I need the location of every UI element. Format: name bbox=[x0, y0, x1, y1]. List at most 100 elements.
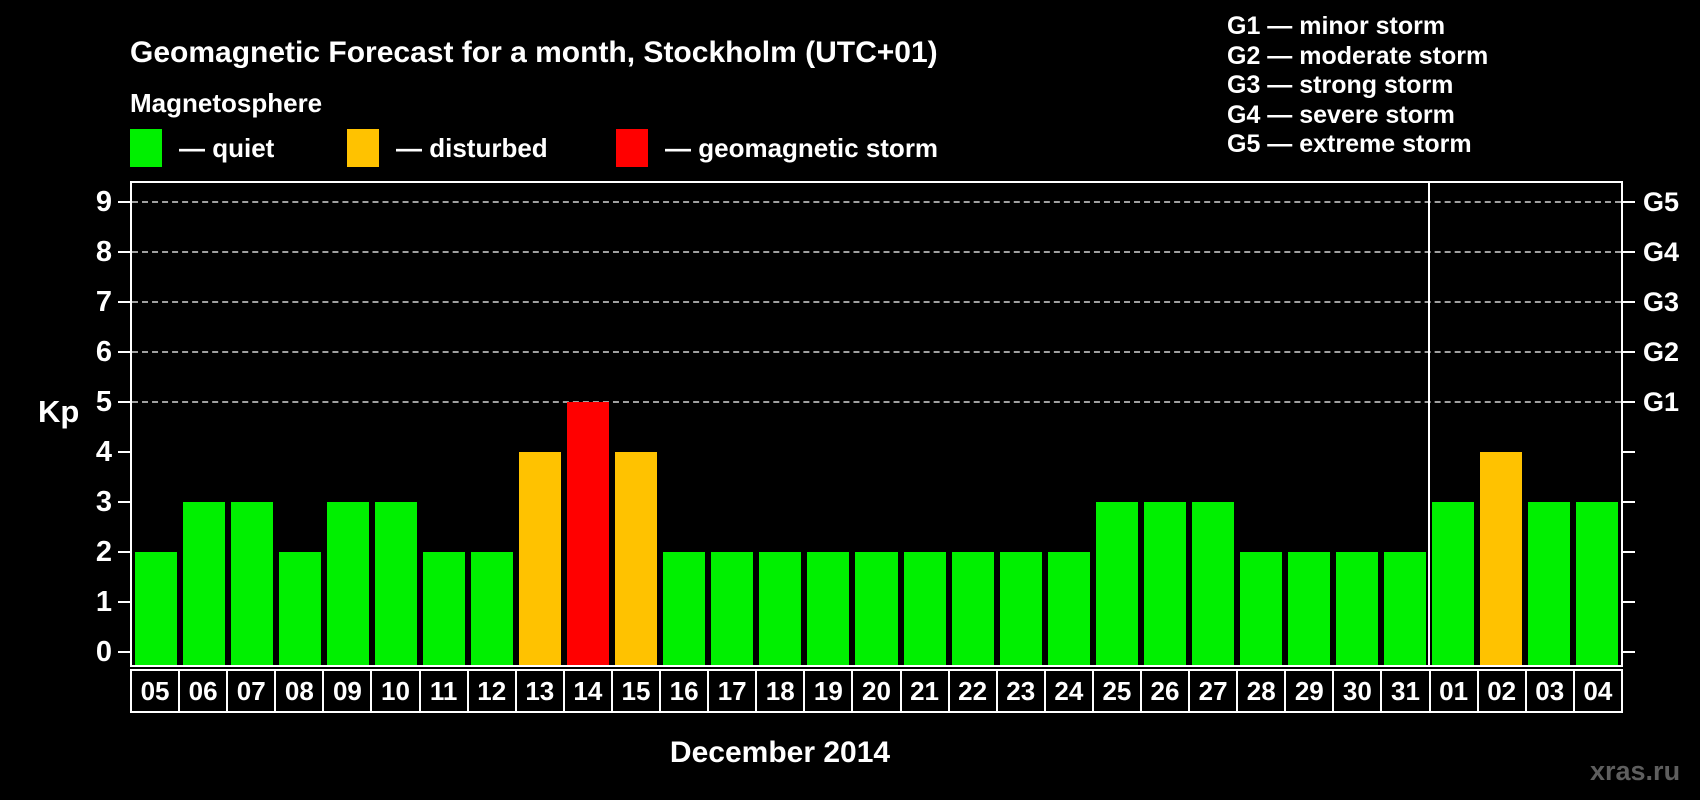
bar-day-30 bbox=[1335, 552, 1378, 665]
left-tick-kp3 bbox=[118, 501, 130, 503]
date-label-12: 12 bbox=[466, 669, 517, 713]
bar-day-29 bbox=[1287, 552, 1330, 665]
bar-day-19 bbox=[807, 552, 850, 665]
y-tick-label-7: 7 bbox=[95, 286, 112, 318]
left-tick-kp6 bbox=[118, 351, 130, 353]
left-tick-kp0 bbox=[118, 651, 130, 653]
left-tick-kp8 bbox=[118, 251, 130, 253]
gridline-kp6 bbox=[132, 351, 1621, 353]
bar-day-13 bbox=[519, 452, 562, 665]
right-tick-kp7 bbox=[1623, 301, 1635, 303]
date-label-08: 08 bbox=[274, 669, 325, 713]
left-tick-kp4 bbox=[118, 451, 130, 453]
date-label-16: 16 bbox=[659, 669, 710, 713]
right-tick-kp2 bbox=[1623, 551, 1635, 553]
bar-day-11 bbox=[423, 552, 466, 665]
date-label-27: 27 bbox=[1188, 669, 1239, 713]
chart-title: Geomagnetic Forecast for a month, Stockh… bbox=[130, 36, 938, 69]
bar-day-31 bbox=[1383, 552, 1426, 665]
date-label-14: 14 bbox=[562, 669, 613, 713]
gridline-kp7 bbox=[132, 301, 1621, 303]
date-label-17: 17 bbox=[707, 669, 758, 713]
y-tick-label-0: 0 bbox=[95, 636, 112, 668]
right-tick-kp0 bbox=[1623, 651, 1635, 653]
y-tick-label-4: 4 bbox=[95, 436, 112, 468]
date-label-06: 06 bbox=[178, 669, 229, 713]
disturbed-color-swatch bbox=[347, 129, 379, 167]
y-tick-label-2: 2 bbox=[95, 536, 112, 568]
bar-day-06 bbox=[183, 502, 226, 665]
chart-subtitle: Magnetosphere bbox=[130, 88, 323, 118]
bar-day-05 bbox=[135, 552, 178, 665]
bar-day-15 bbox=[615, 452, 658, 665]
x-axis-title: December 2014 bbox=[669, 736, 891, 769]
right-axis-label-g2: G2 bbox=[1643, 337, 1680, 367]
bar-day-08 bbox=[279, 552, 322, 665]
date-label-05: 05 bbox=[130, 669, 181, 713]
date-label-13: 13 bbox=[514, 669, 565, 713]
left-tick-kp2 bbox=[118, 551, 130, 553]
date-label-15: 15 bbox=[610, 669, 662, 713]
date-label-20: 20 bbox=[851, 669, 902, 713]
bar-day-25 bbox=[1095, 502, 1138, 665]
gridline-kp5 bbox=[132, 401, 1621, 403]
bar-day-23 bbox=[999, 552, 1042, 665]
date-label-28: 28 bbox=[1236, 669, 1287, 713]
bar-day-22 bbox=[951, 552, 994, 665]
gridline-kp9 bbox=[132, 201, 1621, 203]
bar-day-20 bbox=[855, 552, 898, 665]
y-tick-label-9: 9 bbox=[95, 186, 112, 218]
legend-item-quiet: — quiet bbox=[130, 129, 274, 167]
watermark: xras.ru bbox=[1590, 756, 1681, 786]
left-tick-kp5 bbox=[118, 401, 130, 403]
bar-day-24 bbox=[1047, 552, 1090, 665]
y-tick-label-8: 8 bbox=[95, 236, 112, 268]
y-tick-label-3: 3 bbox=[95, 486, 112, 518]
left-tick-kp9 bbox=[118, 201, 130, 203]
g-legend-line-g3: G3 — strong storm bbox=[1227, 71, 1454, 99]
date-label-31: 31 bbox=[1380, 669, 1431, 713]
bar-day-07 bbox=[231, 502, 274, 665]
date-label-18: 18 bbox=[755, 669, 806, 713]
right-axis-label-g1: G1 bbox=[1643, 387, 1680, 417]
bar-day-02 bbox=[1479, 452, 1522, 665]
right-axis-label-g5: G5 bbox=[1643, 187, 1680, 217]
date-label-26: 26 bbox=[1139, 669, 1191, 713]
legend-label-disturbed: — disturbed bbox=[396, 132, 548, 163]
y-tick-label-5: 5 bbox=[95, 386, 112, 418]
right-tick-kp1 bbox=[1623, 601, 1635, 603]
g-legend-line-g5: G5 — extreme storm bbox=[1227, 130, 1472, 158]
right-tick-kp8 bbox=[1623, 251, 1635, 253]
legend-label-quiet: — quiet bbox=[179, 132, 275, 163]
bar-day-12 bbox=[471, 552, 514, 665]
bar-day-03 bbox=[1527, 502, 1570, 665]
x-axis-date-row: 05 06 07 08 09 10 11 12 13 14 15 16 17 18 19 20 21 22 23 24… bbox=[130, 669, 1623, 713]
right-tick-kp3 bbox=[1623, 501, 1635, 503]
bar-day-27 bbox=[1191, 502, 1234, 665]
date-label-10: 10 bbox=[370, 669, 421, 713]
g-legend-line-g2: G2 — moderate storm bbox=[1227, 41, 1489, 70]
month-separator-line bbox=[1427, 183, 1430, 665]
g-legend-line-g1: G1 — minor storm bbox=[1227, 12, 1446, 40]
left-tick-kp1 bbox=[118, 601, 130, 603]
date-label-22: 22 bbox=[947, 669, 998, 713]
bar-day-17 bbox=[711, 552, 754, 665]
g-scale-legend: G1 — minor storm G2 — moderate storm G3 … bbox=[1227, 12, 1488, 160]
gridline-kp8 bbox=[132, 251, 1621, 253]
bar-day-26 bbox=[1143, 502, 1186, 665]
g-legend-line-g4: G4 — severe storm bbox=[1227, 100, 1455, 129]
bar-day-04 bbox=[1575, 502, 1618, 665]
right-axis-label-g4: G4 bbox=[1643, 237, 1680, 267]
date-label-11: 11 bbox=[418, 669, 469, 713]
date-label-09: 09 bbox=[322, 669, 373, 713]
storm-color-swatch bbox=[616, 129, 648, 167]
date-label-30: 30 bbox=[1332, 669, 1383, 713]
date-label-24: 24 bbox=[1043, 669, 1094, 713]
legend-label-storm: — geomagnetic storm bbox=[665, 132, 939, 163]
right-axis-label-g3: G3 bbox=[1643, 287, 1680, 317]
bar-day-09 bbox=[327, 502, 370, 665]
right-tick-kp4 bbox=[1623, 451, 1635, 453]
quiet-color-swatch bbox=[130, 129, 162, 167]
date-label-07: 07 bbox=[226, 669, 277, 713]
